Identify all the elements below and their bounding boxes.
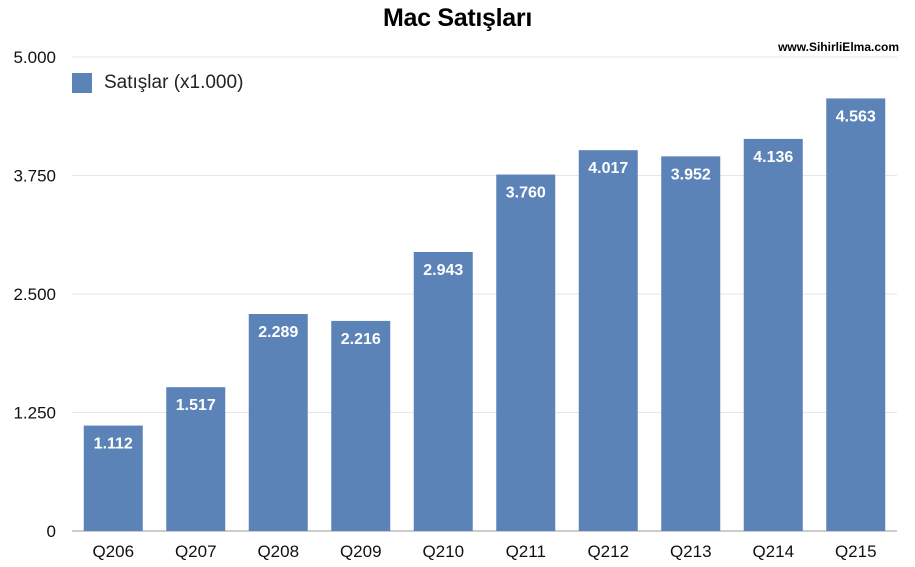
bar [166,387,226,531]
x-tick-label: Q207 [175,542,217,561]
bar-value-label: 2.289 [258,324,298,341]
chart-title: Mac Satışları [383,4,532,32]
y-tick-label: 5.000 [13,48,56,67]
bar-value-label: 2.943 [423,262,463,279]
legend: Satışlar (x1.000) [72,72,243,94]
y-tick-label: 2.500 [13,285,56,304]
bar-value-label: 3.952 [671,166,711,183]
bar [496,174,556,531]
legend-swatch [72,73,92,93]
bar [83,425,143,531]
bar [661,156,721,531]
x-tick-label: Q215 [835,542,877,561]
x-tick-label: Q213 [670,542,712,561]
bar-value-label: 3.760 [506,185,546,202]
y-tick-label: 0 [47,522,56,541]
bar-value-label: 1.112 [94,436,133,453]
legend-label: Satışlar (x1.000) [104,72,244,93]
bar [826,98,886,531]
y-tick-label: 1.250 [13,404,56,423]
x-tick-label: Q206 [92,542,134,561]
x-tick-label: Q212 [587,542,629,561]
x-tick-label: Q210 [422,542,464,561]
x-tick-label: Q208 [257,542,299,561]
bar [331,320,391,531]
bar-value-label: 4.017 [588,160,628,177]
bar [578,150,638,531]
watermark: www.SihirliElma.com [778,40,899,54]
x-tick-label: Q209 [340,542,382,561]
x-tick-label: Q211 [506,542,546,561]
y-tick-label: 3.750 [13,167,56,186]
bar-value-label: 4.563 [836,108,876,125]
bar [413,252,473,531]
bar [248,314,308,531]
x-tick-label: Q214 [752,542,794,561]
bar-value-label: 2.216 [341,331,381,348]
bar [743,138,803,531]
bar-value-label: 1.517 [176,397,216,414]
bar-value-label: 4.136 [753,149,793,166]
